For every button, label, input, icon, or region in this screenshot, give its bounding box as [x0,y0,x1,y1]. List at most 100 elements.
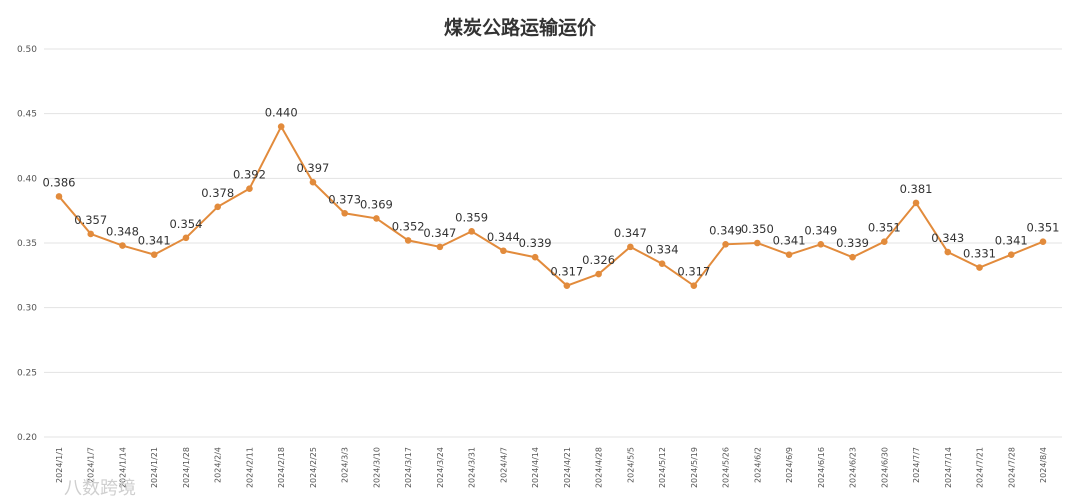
data-label: 0.373 [328,192,361,206]
data-point [785,251,793,258]
data-point [849,253,856,261]
x-tick-label: 2024/8/4 [1039,447,1048,483]
data-label: 0.341 [773,234,806,248]
data-label: 0.334 [646,243,679,257]
x-tick-label: 2024/7/7 [912,447,921,483]
x-tick-label: 2024/6/16 [817,447,826,488]
y-tick-label: 0.35 [17,239,37,249]
data-label: 0.341 [995,234,1028,248]
data-label: 0.341 [138,234,171,248]
x-tick-label: 2024/3/10 [372,447,381,488]
data-point [309,178,317,186]
data-point [436,243,444,251]
x-tick-label: 2024/4/14 [531,447,540,488]
x-tick-label: 2024/7/21 [976,447,985,488]
data-label: 0.392 [233,168,266,182]
x-tick-label: 2024/6/30 [880,447,889,488]
data-label: 0.317 [550,265,583,279]
data-point [912,199,920,207]
data-label: 0.386 [43,175,76,189]
data-point [944,248,952,256]
x-tick-label: 2024/1/1 [55,447,64,483]
x-tick-label: 2024/5/19 [690,447,699,488]
data-label: 0.351 [868,221,901,235]
data-label: 0.347 [614,226,647,240]
data-label: 0.348 [106,225,139,239]
data-label: 0.344 [487,230,520,244]
chart-title: 煤炭公路运输运价 [444,16,597,39]
x-tick-label: 2024/3/24 [436,447,445,488]
data-label: 0.369 [360,197,393,211]
data-label: 0.357 [74,213,107,227]
data-label: 0.339 [519,236,552,250]
data-point [87,230,95,238]
x-tick-label: 2024/2/25 [309,447,318,488]
watermark: 八数跨境 [64,478,136,499]
data-point [246,185,253,192]
data-point [150,251,158,258]
x-tick-label: 2024/2/18 [277,447,286,488]
x-tick-label: 2024/5/12 [658,447,667,488]
data-label: 0.317 [677,265,710,279]
x-tick-label: 2024/1/7 [87,447,96,483]
data-label: 0.349 [709,223,742,237]
data-point [690,282,698,289]
data-point [658,260,666,267]
x-tick-label: 2024/3/3 [341,447,350,483]
data-point [563,282,571,289]
data-label: 0.397 [296,161,329,175]
y-tick-label: 0.20 [17,433,37,443]
data-label: 0.347 [423,226,456,240]
data-label: 0.339 [836,236,869,250]
y-tick-label: 0.30 [17,304,37,314]
x-tick-label: 2024/7/14 [944,447,953,488]
data-point [531,253,539,261]
data-point [119,242,126,249]
data-point [722,240,729,248]
x-tick-label: 2024/4/7 [499,447,508,483]
data-point [627,243,634,251]
y-tick-label: 0.25 [17,368,37,378]
x-tick-label: 2024/1/14 [118,447,127,488]
x-axis-ticks: 2024/1/1 2024/1/7 2024/1/14 2024/1/21 2024/1… [55,447,1048,488]
y-tick-label: 0.45 [17,110,37,120]
y-tick-label: 0.40 [17,174,37,184]
data-label: 0.378 [201,186,234,200]
x-tick-label: 2024/1/28 [182,447,191,488]
data-point [55,193,63,200]
data-label: 0.349 [804,223,837,237]
data-label: 0.352 [392,219,425,233]
y-axis-ticks: 0.20 0.25 0.30 0.35 0.40 0.45 0.50 [17,45,37,443]
data-label: 0.351 [1027,221,1060,235]
y-tick-label: 0.50 [17,45,37,55]
data-point [500,247,507,255]
x-tick-label: 2024/5/5 [626,447,635,483]
data-label: 0.440 [265,106,298,120]
x-tick-label: 2024/4/21 [563,447,572,488]
data-label: 0.354 [169,217,202,231]
x-tick-label: 2024/3/17 [404,447,413,488]
x-tick-label: 2024/4/28 [595,447,604,488]
data-label: 0.343 [931,231,964,245]
data-point [468,228,475,235]
data-point [880,238,888,246]
data-label: 0.350 [741,222,774,236]
data-label: 0.381 [900,182,933,196]
data-point [1007,251,1015,258]
data-point [373,215,380,222]
data-labels: 0.3860.3570.3480.3410.3540.3780.3920.440… [43,106,1060,279]
x-tick-label: 2024/3/31 [468,447,477,488]
data-label: 0.326 [582,253,615,267]
x-tick-label: 2024/6/9 [785,447,794,483]
data-point [595,270,602,278]
data-point [817,240,825,248]
x-tick-label: 2024/2/11 [245,447,254,488]
data-point [404,237,412,244]
series-line-layer [58,124,1044,288]
x-tick-label: 2024/1/21 [150,447,159,488]
data-label: 0.359 [455,210,488,224]
data-point [182,234,190,242]
data-point [341,209,348,217]
data-label: 0.331 [963,247,996,261]
